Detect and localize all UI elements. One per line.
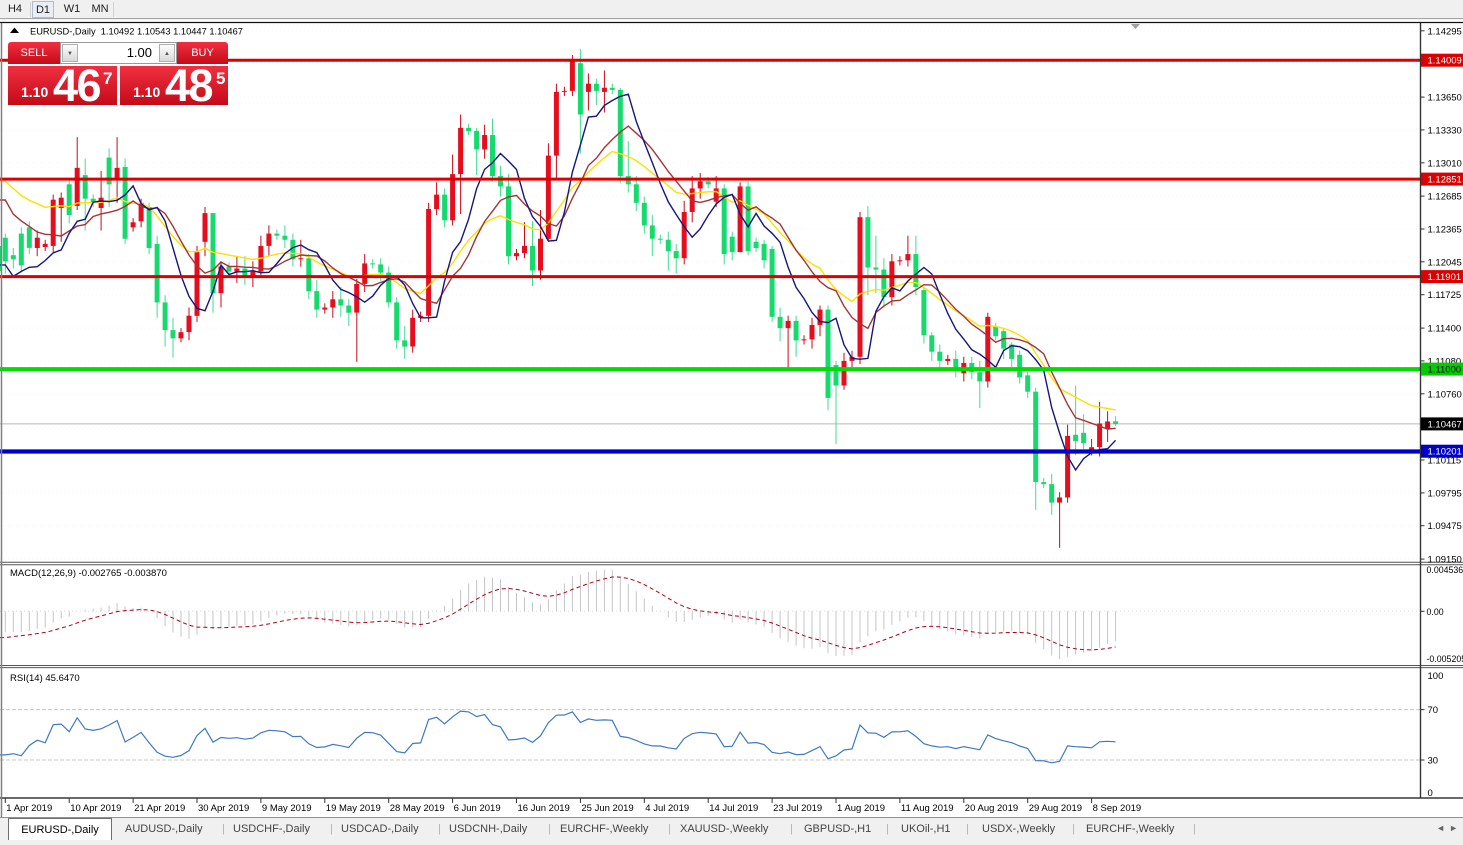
svg-text:1.11725: 1.11725 xyxy=(1428,290,1462,301)
svg-text:19 May 2019: 19 May 2019 xyxy=(326,803,381,814)
svg-text:1.12045: 1.12045 xyxy=(1428,257,1462,268)
svg-text:23 Jul 2019: 23 Jul 2019 xyxy=(773,803,822,814)
svg-text:1.09475: 1.09475 xyxy=(1428,521,1462,532)
svg-text:30: 30 xyxy=(1428,756,1439,767)
svg-text:20 Aug 2019: 20 Aug 2019 xyxy=(965,803,1018,814)
svg-text:1.11400: 1.11400 xyxy=(1428,324,1462,335)
svg-text:1 Apr 2019: 1 Apr 2019 xyxy=(6,803,52,814)
svg-text:70: 70 xyxy=(1428,705,1439,716)
svg-text:1.11000: 1.11000 xyxy=(1428,365,1462,376)
svg-text:MACD(12,26,9) -0.002765 -0.003: MACD(12,26,9) -0.002765 -0.003870 xyxy=(10,568,167,579)
svg-text:1.09795: 1.09795 xyxy=(1428,488,1462,499)
svg-text:1.11901: 1.11901 xyxy=(1428,272,1462,283)
svg-text:100: 100 xyxy=(1428,671,1444,682)
svg-text:9 May 2019: 9 May 2019 xyxy=(262,803,312,814)
svg-text:1 Aug 2019: 1 Aug 2019 xyxy=(837,803,885,814)
svg-text:1.12365: 1.12365 xyxy=(1428,225,1462,236)
svg-text:4 Jul 2019: 4 Jul 2019 xyxy=(645,803,689,814)
svg-text:0: 0 xyxy=(1428,788,1433,799)
svg-text:8 Sep 2019: 8 Sep 2019 xyxy=(1093,803,1142,814)
svg-text:1.13010: 1.13010 xyxy=(1428,158,1462,169)
svg-text:1.10201: 1.10201 xyxy=(1428,447,1462,458)
svg-text:1.12685: 1.12685 xyxy=(1428,192,1462,203)
svg-text:29 Aug 2019: 29 Aug 2019 xyxy=(1029,803,1082,814)
svg-text:EURUSD-,Daily 1.10492 1.10543: EURUSD-,Daily 1.10492 1.10543 1.10447 1.… xyxy=(30,27,243,37)
svg-text:16 Jun 2019: 16 Jun 2019 xyxy=(518,803,570,814)
svg-text:1.13330: 1.13330 xyxy=(1428,125,1462,136)
svg-text:1.13650: 1.13650 xyxy=(1428,93,1462,104)
svg-text:1.14009: 1.14009 xyxy=(1428,56,1462,67)
svg-text:28 May 2019: 28 May 2019 xyxy=(390,803,445,814)
svg-text:11 Aug 2019: 11 Aug 2019 xyxy=(901,803,954,814)
svg-text:1.14295: 1.14295 xyxy=(1428,26,1462,37)
svg-text:6 Jun 2019: 6 Jun 2019 xyxy=(454,803,501,814)
svg-text:1.10760: 1.10760 xyxy=(1428,389,1462,400)
svg-text:1.10467: 1.10467 xyxy=(1428,419,1462,430)
svg-text:0.004536: 0.004536 xyxy=(1427,565,1463,575)
svg-text:21 Apr 2019: 21 Apr 2019 xyxy=(134,803,185,814)
svg-text:0.00: 0.00 xyxy=(1427,607,1444,617)
svg-text:-0.005205: -0.005205 xyxy=(1427,654,1463,664)
svg-text:1.09150: 1.09150 xyxy=(1428,555,1462,566)
svg-text:30 Apr 2019: 30 Apr 2019 xyxy=(198,803,249,814)
svg-text:14 Jul 2019: 14 Jul 2019 xyxy=(709,803,758,814)
svg-text:10 Apr 2019: 10 Apr 2019 xyxy=(70,803,121,814)
svg-text:1.12851: 1.12851 xyxy=(1428,175,1462,186)
svg-text:25 Jun 2019: 25 Jun 2019 xyxy=(581,803,633,814)
svg-text:RSI(14) 45.6470: RSI(14) 45.6470 xyxy=(10,673,80,684)
